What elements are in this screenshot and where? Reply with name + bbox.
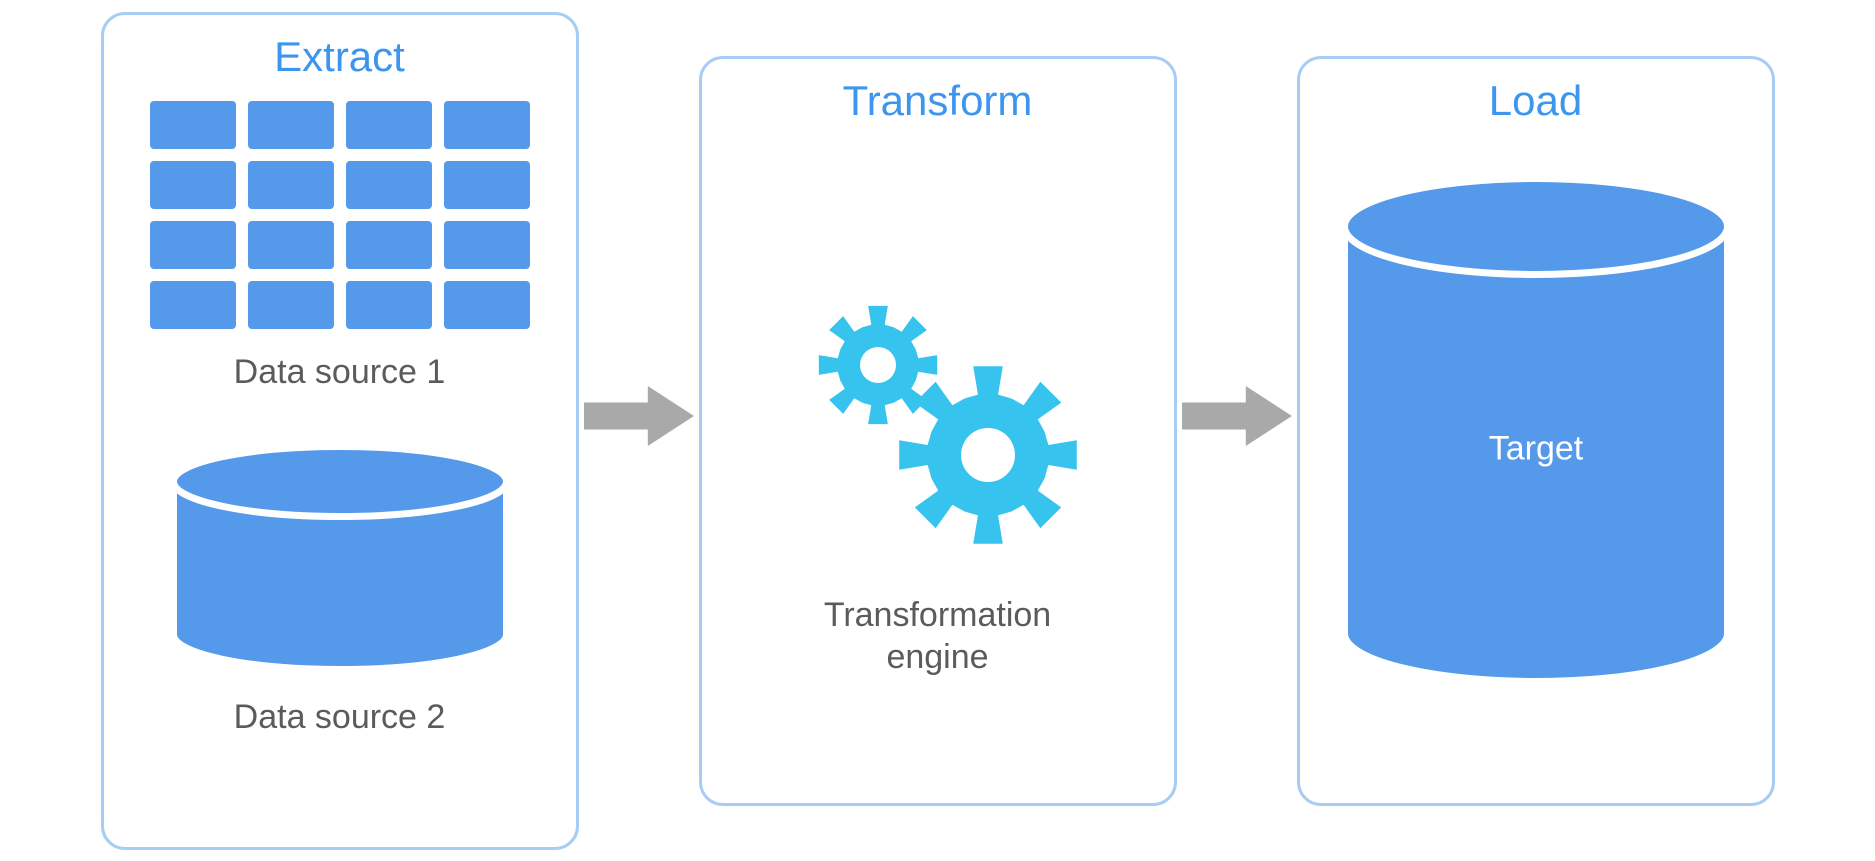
grid-cell bbox=[150, 101, 236, 149]
grid-cell bbox=[444, 221, 530, 269]
data-source-2-label: Data source 2 bbox=[234, 696, 446, 739]
data-source-2-group: Data source 2 bbox=[170, 443, 510, 739]
grid-cell bbox=[150, 281, 236, 329]
grid-cell bbox=[248, 101, 334, 149]
gears-icon bbox=[778, 265, 1098, 570]
grid-cell bbox=[346, 281, 432, 329]
arrow-extract-to-transform bbox=[579, 386, 699, 446]
grid-cell bbox=[248, 221, 334, 269]
etl-diagram: Extract Data source 1 Data source 2 Tran… bbox=[0, 0, 1875, 861]
extract-title: Extract bbox=[274, 33, 405, 81]
load-title: Load bbox=[1489, 77, 1582, 125]
load-stage: Load Target bbox=[1297, 56, 1775, 806]
grid-cell bbox=[150, 161, 236, 209]
data-source-1-grid bbox=[150, 101, 530, 329]
grid-cell bbox=[346, 161, 432, 209]
grid-cell bbox=[346, 221, 432, 269]
grid-cell bbox=[346, 101, 432, 149]
transformation-engine-label: Transformation engine bbox=[824, 594, 1051, 679]
grid-cell bbox=[444, 101, 530, 149]
transform-stage: Transform Transformation engine bbox=[699, 56, 1177, 806]
data-source-1-label: Data source 1 bbox=[234, 351, 446, 394]
grid-cell bbox=[444, 161, 530, 209]
target-group: Target bbox=[1341, 175, 1731, 690]
data-source-1-group: Data source 1 bbox=[150, 101, 530, 394]
extract-stage: Extract Data source 1 Data source 2 bbox=[101, 12, 579, 850]
grid-cell bbox=[444, 281, 530, 329]
target-cylinder-icon: Target bbox=[1341, 175, 1731, 690]
data-source-2-cylinder-icon bbox=[170, 443, 510, 678]
svg-text:Target: Target bbox=[1488, 429, 1583, 467]
transformation-engine-group: Transformation engine bbox=[778, 265, 1098, 679]
grid-cell bbox=[150, 221, 236, 269]
transformation-label-line2: engine bbox=[886, 638, 988, 676]
transform-title: Transform bbox=[843, 77, 1033, 125]
transformation-label-line1: Transformation bbox=[824, 596, 1051, 634]
arrow-transform-to-load bbox=[1177, 386, 1297, 446]
grid-cell bbox=[248, 161, 334, 209]
grid-cell bbox=[248, 281, 334, 329]
